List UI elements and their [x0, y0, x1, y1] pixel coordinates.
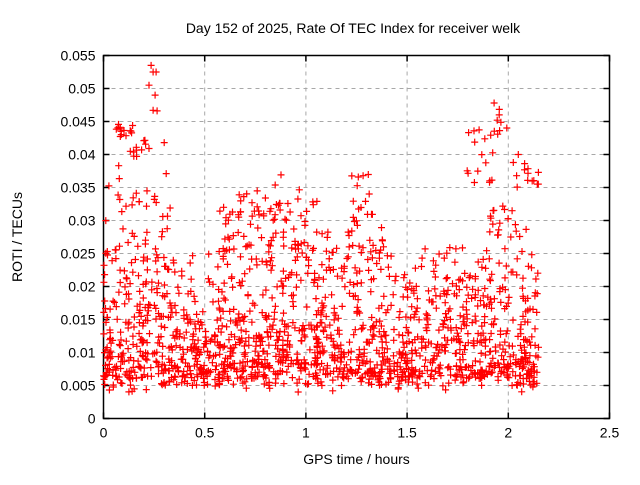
y-tick-label: 0.005 — [60, 378, 95, 394]
chart-title: Day 152 of 2025, Rate Of TEC Index for r… — [186, 20, 521, 36]
y-tick-label: 0.055 — [60, 48, 95, 64]
plot-border — [102, 54, 611, 420]
data-points — [100, 61, 542, 396]
x-axis-label: GPS time / hours — [303, 451, 410, 467]
y-tick-label: 0.025 — [60, 246, 95, 262]
x-tick-label: 1 — [302, 425, 310, 441]
x-tick-labels: 0 0.5 1 1.5 2 2.5 — [100, 425, 620, 441]
y-axis-label: ROTI / TECUs — [9, 192, 25, 282]
y-tick-label: 0.015 — [60, 312, 95, 328]
y-tick-label: 0.05 — [68, 81, 95, 97]
scatter-markers — [100, 61, 542, 396]
y-tick-label: 0.045 — [60, 114, 95, 130]
y-tick-label: 0 — [88, 411, 96, 427]
y-tick-label: 0.02 — [68, 279, 95, 295]
x-tick-label: 1.5 — [397, 425, 417, 441]
y-tick-label: 0.035 — [60, 180, 95, 196]
y-tick-label: 0.03 — [68, 213, 95, 229]
y-tick-label: 0.04 — [68, 147, 95, 163]
x-tick-label: 2 — [504, 425, 512, 441]
x-tick-label: 0.5 — [195, 425, 215, 441]
y-tick-label: 0.01 — [68, 345, 95, 361]
x-tick-label: 0 — [100, 425, 108, 441]
x-tick-label: 2.5 — [600, 425, 620, 441]
y-tick-labels: 0 0.005 0.01 0.015 0.02 0.025 0.03 0.035 0.04 0.0… — [60, 48, 95, 427]
